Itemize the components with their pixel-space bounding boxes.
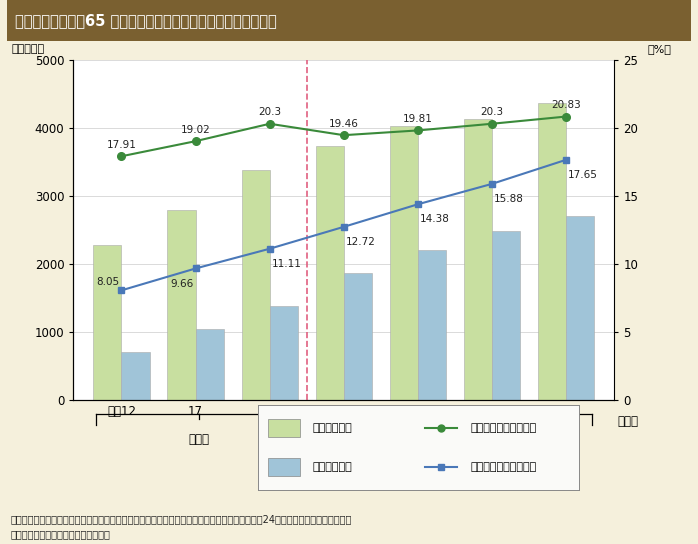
Bar bbox=[268, 458, 300, 476]
Text: 割合　女性（右目盛）: 割合 女性（右目盛） bbox=[470, 423, 537, 433]
Bar bbox=[242, 170, 269, 400]
Text: 15.88: 15.88 bbox=[493, 194, 524, 204]
Text: 割合　男性（右目盛）: 割合 男性（右目盛） bbox=[470, 462, 537, 472]
Text: 19.81: 19.81 bbox=[403, 114, 433, 124]
Bar bbox=[343, 274, 372, 400]
Text: 20.3: 20.3 bbox=[480, 107, 503, 118]
Text: 9.66: 9.66 bbox=[170, 279, 193, 288]
Text: 世帯数　女性: 世帯数 女性 bbox=[313, 423, 352, 433]
Bar bbox=[94, 245, 121, 400]
Bar bbox=[269, 306, 298, 400]
Bar bbox=[195, 329, 224, 400]
Text: 8.05: 8.05 bbox=[96, 277, 119, 287]
Bar bbox=[268, 419, 300, 437]
Text: 17.91: 17.91 bbox=[107, 140, 136, 150]
Text: 20.83: 20.83 bbox=[551, 100, 581, 110]
Bar bbox=[315, 146, 343, 400]
Text: 第１－５－２図　65 歳以上人口に占める単独世帯数の将来推計: 第１－５－２図 65 歳以上人口に占める単独世帯数の将来推計 bbox=[15, 13, 277, 28]
Bar bbox=[566, 215, 594, 400]
Text: 世帯数　男性: 世帯数 男性 bbox=[313, 462, 352, 472]
Text: 14.38: 14.38 bbox=[419, 214, 450, 224]
Bar bbox=[121, 353, 149, 400]
Text: 11.11: 11.11 bbox=[272, 259, 302, 269]
Bar bbox=[389, 126, 418, 400]
Text: 実績値: 実績値 bbox=[188, 432, 210, 446]
Text: 20.3: 20.3 bbox=[258, 107, 281, 118]
Text: （年）: （年） bbox=[617, 416, 638, 429]
Text: 推計値: 推計値 bbox=[440, 432, 461, 446]
Text: 死亡中位推計人口より算出。: 死亡中位推計人口より算出。 bbox=[10, 529, 110, 539]
Text: （備考）　単独世帯数及び割合は、国立社会保障・人口問題研究所「日本の将来推計人口（平成24年１月推計）」の出生中位・: （備考） 単独世帯数及び割合は、国立社会保障・人口問題研究所「日本の将来推計人口… bbox=[10, 514, 352, 524]
Bar bbox=[538, 103, 566, 400]
Bar bbox=[418, 250, 446, 400]
Bar bbox=[168, 210, 195, 400]
Text: 17.65: 17.65 bbox=[567, 170, 597, 180]
Text: 12.72: 12.72 bbox=[346, 237, 376, 247]
Bar bbox=[492, 231, 520, 400]
Text: （千世帯）: （千世帯） bbox=[11, 44, 44, 54]
Text: （%）: （%） bbox=[647, 44, 671, 54]
Text: 19.02: 19.02 bbox=[181, 125, 210, 135]
Text: 19.46: 19.46 bbox=[329, 119, 359, 129]
Bar bbox=[463, 119, 492, 400]
